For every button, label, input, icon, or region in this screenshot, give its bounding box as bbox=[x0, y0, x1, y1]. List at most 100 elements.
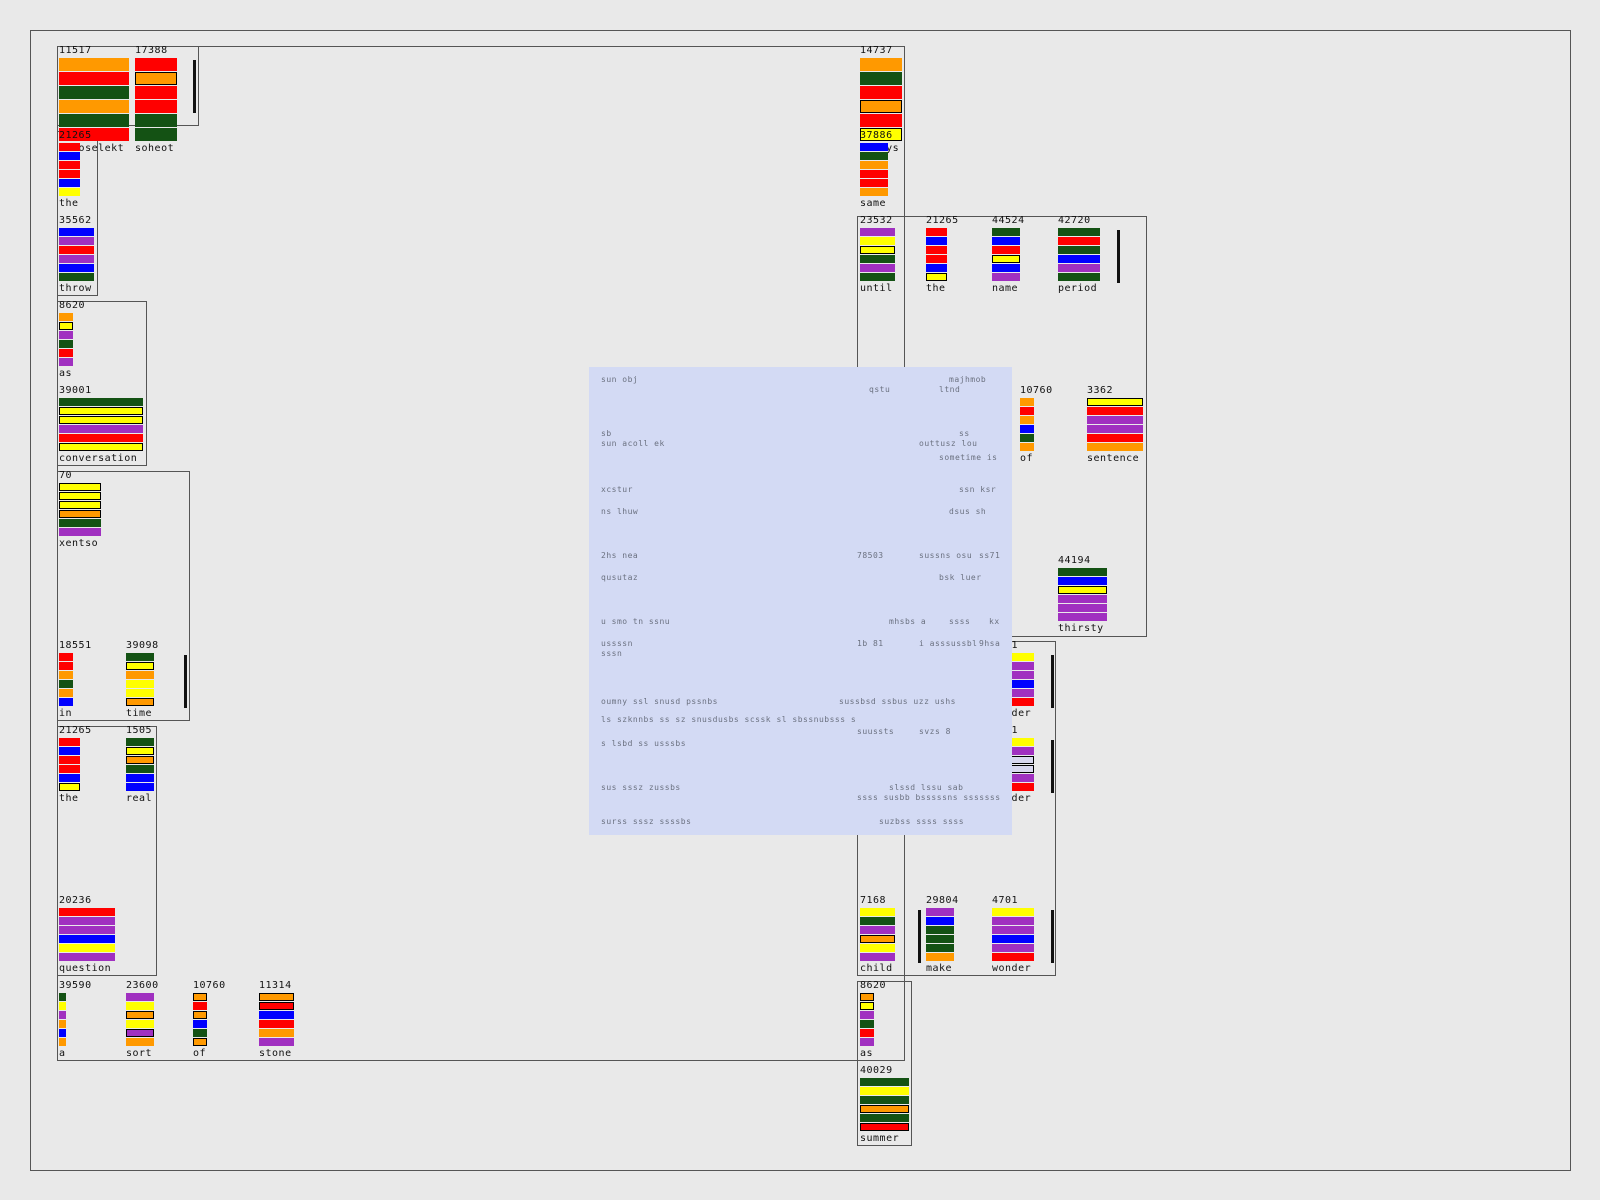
color-bar bbox=[860, 926, 895, 934]
color-bar bbox=[59, 273, 94, 281]
color-bar bbox=[992, 228, 1020, 236]
color-bar bbox=[59, 255, 94, 263]
color-bar bbox=[59, 58, 129, 71]
color-bar bbox=[860, 935, 895, 943]
color-bar bbox=[126, 653, 154, 661]
color-bar bbox=[59, 114, 129, 127]
color-bar bbox=[1058, 246, 1100, 254]
color-bar bbox=[1020, 416, 1034, 424]
word-cell: 44194 thirsty bbox=[1058, 556, 1107, 636]
word-count: 70 bbox=[59, 470, 73, 481]
color-bar bbox=[1087, 416, 1143, 424]
overlay-text: kx bbox=[989, 617, 1000, 626]
word-cell: 42720 period bbox=[1058, 216, 1100, 296]
color-bar bbox=[135, 114, 177, 127]
word-count: 3362 bbox=[1087, 385, 1114, 396]
color-bar bbox=[59, 313, 73, 321]
word-label: same bbox=[860, 198, 887, 209]
color-bar bbox=[126, 783, 154, 791]
color-bar bbox=[1058, 273, 1100, 281]
color-bar bbox=[992, 908, 1034, 916]
word-label: as bbox=[59, 368, 73, 379]
overlay-text: u smo tn ssnu bbox=[601, 617, 671, 626]
color-bar bbox=[860, 255, 895, 263]
word-cell: 20236 question bbox=[59, 896, 115, 976]
color-bar bbox=[59, 765, 80, 773]
group-frame-3 bbox=[57, 301, 147, 466]
word-label: sentence bbox=[1087, 453, 1140, 464]
word-cell: 37886 same bbox=[860, 131, 900, 211]
overlay-text: ss71 bbox=[979, 551, 1001, 560]
color-bar bbox=[860, 188, 888, 196]
color-bar bbox=[59, 143, 80, 151]
color-bar bbox=[926, 953, 954, 961]
word-label: conversation bbox=[59, 453, 138, 464]
word-count: 21265 bbox=[926, 215, 959, 226]
color-bar bbox=[1020, 443, 1034, 451]
color-bar bbox=[860, 1011, 874, 1019]
color-bar bbox=[59, 926, 115, 934]
color-bar bbox=[259, 993, 294, 1001]
color-bar bbox=[193, 1002, 207, 1010]
color-bar bbox=[126, 1029, 154, 1037]
overlay-text: qusutaz bbox=[601, 573, 639, 582]
word-count: 18551 bbox=[59, 640, 92, 651]
color-bar bbox=[259, 1020, 294, 1028]
color-bar bbox=[126, 1002, 154, 1010]
color-bar bbox=[59, 1020, 66, 1028]
color-bar bbox=[59, 492, 101, 500]
word-label: throw bbox=[59, 283, 92, 294]
color-bar bbox=[126, 756, 154, 764]
color-bar bbox=[59, 228, 94, 236]
word-count: 23600 bbox=[126, 980, 159, 991]
color-bar bbox=[59, 425, 143, 433]
word-cell: 23532 until bbox=[860, 216, 900, 296]
word-cell: 17388 soheot bbox=[135, 46, 177, 154]
color-bar bbox=[193, 1011, 207, 1019]
color-bar bbox=[860, 58, 902, 71]
color-bar bbox=[992, 953, 1034, 961]
word-label: the bbox=[59, 793, 79, 804]
color-bar bbox=[992, 774, 1034, 782]
word-count: 20236 bbox=[59, 895, 92, 906]
word-label: make bbox=[926, 963, 953, 974]
color-bar bbox=[59, 1029, 66, 1037]
color-bar bbox=[992, 747, 1034, 755]
word-label: soheot bbox=[135, 143, 175, 154]
color-bar bbox=[992, 246, 1020, 254]
overlay-text: 78503 bbox=[857, 551, 884, 560]
color-bar bbox=[59, 689, 73, 697]
color-bar bbox=[860, 953, 895, 961]
color-bar bbox=[126, 689, 154, 697]
color-bar bbox=[860, 72, 902, 85]
word-count: 40029 bbox=[860, 1065, 893, 1076]
word-count: 11517 bbox=[59, 45, 92, 56]
color-bar bbox=[860, 114, 902, 127]
word-cell: 35562 throw bbox=[59, 216, 99, 296]
word-count: 42720 bbox=[1058, 215, 1091, 226]
overlay-text: sun obj bbox=[601, 375, 639, 384]
color-bar bbox=[126, 680, 154, 688]
color-bar bbox=[59, 756, 80, 764]
overlay-text: sussbsd ssbus uzz ushs bbox=[839, 697, 956, 706]
overlay-text: sb bbox=[601, 429, 612, 438]
color-bar bbox=[926, 935, 954, 943]
word-label: of bbox=[193, 1048, 207, 1059]
color-bar bbox=[860, 161, 888, 169]
word-count: 7168 bbox=[860, 895, 887, 906]
color-bar bbox=[59, 237, 94, 245]
overlay-text: ssss bbox=[949, 617, 971, 626]
color-bar bbox=[59, 519, 101, 527]
color-bar bbox=[126, 747, 154, 755]
color-bar bbox=[259, 1002, 294, 1010]
word-count: 39098 bbox=[126, 640, 159, 651]
color-bar bbox=[926, 944, 954, 952]
word-label: question bbox=[59, 963, 112, 974]
color-bar bbox=[59, 528, 101, 536]
color-bar bbox=[860, 228, 895, 236]
color-bar bbox=[992, 255, 1020, 263]
color-bar bbox=[126, 662, 154, 670]
word-cell: 3362 sentence bbox=[1087, 386, 1143, 466]
color-bar bbox=[135, 86, 177, 99]
word-count: 21265 bbox=[59, 130, 92, 141]
